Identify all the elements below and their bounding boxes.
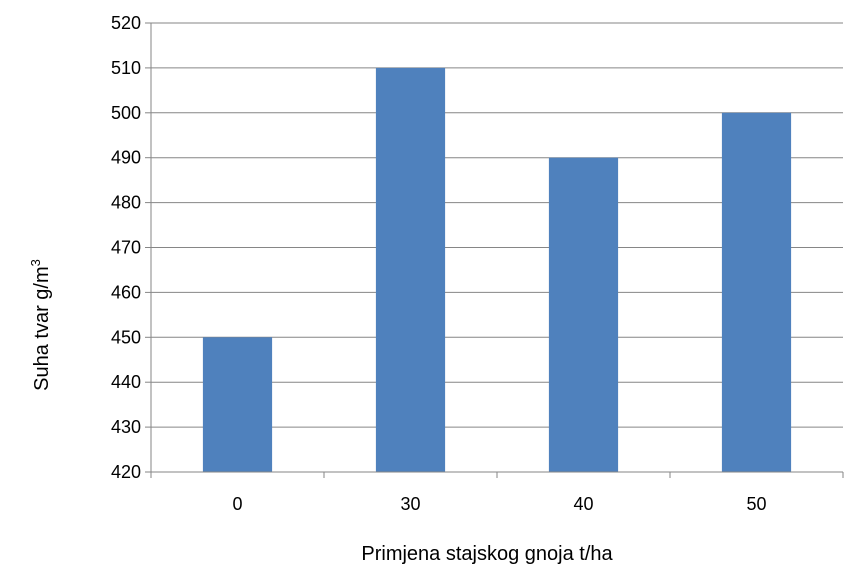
y-tick-label: 440: [111, 372, 141, 392]
y-tick-label: 500: [111, 103, 141, 123]
y-tick-label: 470: [111, 238, 141, 258]
bar-0: [202, 337, 273, 472]
y-axis-title-main: Suha tvar g/m: [31, 266, 53, 391]
y-tick-label: 480: [111, 193, 141, 213]
y-tick-label: 520: [111, 13, 141, 33]
x-tick-labels: 0 30 40 50: [232, 494, 766, 514]
bar-30: [375, 67, 446, 473]
x-tick-label: 0: [232, 494, 242, 514]
y-tick-label: 490: [111, 148, 141, 168]
y-tick-label: 460: [111, 282, 141, 302]
y-tick-label: 420: [111, 462, 141, 482]
x-tick-label: 50: [746, 494, 766, 514]
x-tick-label: 30: [400, 494, 420, 514]
y-axis-title: Suha tvar g/m3: [28, 259, 53, 391]
bars: [202, 67, 792, 473]
y-tick-labels: 420 430 440 450 460 470 480 490 500 510 520: [111, 13, 141, 482]
bar-50: [721, 112, 792, 473]
y-tick-label: 450: [111, 327, 141, 347]
x-tick-label: 40: [573, 494, 593, 514]
x-axis-title: Primjena stajskog gnoja t/ha: [361, 543, 613, 565]
y-axis-title-superscript: 3: [28, 259, 43, 266]
y-tick-label: 430: [111, 417, 141, 437]
y-tick-label: 510: [111, 58, 141, 78]
bar-40: [548, 157, 619, 472]
axes: [145, 22, 844, 478]
